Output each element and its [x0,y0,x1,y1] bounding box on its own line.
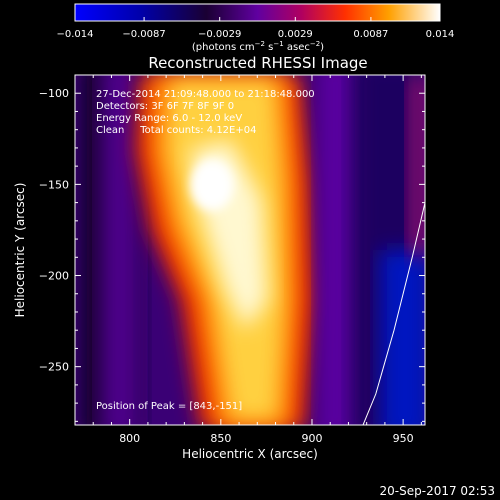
annotation-time: 27-Dec-2014 21:09:48.000 to 21:18:48.000 [96,89,315,100]
x-tick-label: 800 [119,432,140,445]
footer-timestamp: 20-Sep-2017 02:53 [380,484,495,498]
purple-band-right [318,75,353,425]
peak-blob [190,159,234,211]
annotation-counts: Clean Total counts: 4.12E+04 [96,125,256,136]
annotation-block: 27-Dec-2014 21:09:48.000 to 21:18:48.000… [96,89,315,136]
y-tick-label: −200 [39,270,69,283]
blue-region-right [380,250,425,425]
x-tick-label: 950 [393,432,414,445]
colorbar-tick-label: 0.0087 [353,29,388,40]
colorbar [74,3,441,22]
annotation-energy: Energy Range: 6.0 - 12.0 keV [96,113,242,124]
chart-title: Reconstructed RHESSI Image [148,54,367,72]
y-tick-label: −100 [39,87,69,100]
colorbar-tick-label: −0.0087 [122,29,165,40]
peak-position-label: Position of Peak = [843,-151] [96,401,242,412]
y-axis-label: Heliocentric Y (arcsec) [13,183,27,318]
colorbar-tick-label: −0.014 [56,29,93,40]
x-axis-label: Heliocentric X (arcsec) [182,447,318,461]
colorbar-ticks: −0.014 −0.0087 −0.0029 0.0029 0.0087 0.014 [56,17,454,40]
colorbar-tick-label: 0.0029 [278,29,313,40]
red-sliver-right [408,75,425,255]
y-axis-ticks: −100 −150 −200 −250 [39,74,425,422]
purple-band-left [100,75,140,425]
colorbar-units: (photons cm−2 s−1 asec−2) [192,40,324,53]
annotation-detectors: Detectors: 3F 6F 7F 8F 9F 0 [96,101,234,112]
plot-frame [74,74,426,426]
solar-limb-curve [362,202,425,425]
x-tick-label: 850 [210,432,231,445]
y-tick-label: −250 [39,361,69,374]
heatmap-image [75,75,425,425]
y-tick-label: −150 [39,178,69,191]
x-tick-label: 900 [301,432,322,445]
x-axis-ticks: 800 850 900 950 [92,75,422,445]
colorbar-tick-label: 0.014 [426,29,455,40]
colorbar-tick-label: −0.0029 [198,29,241,40]
